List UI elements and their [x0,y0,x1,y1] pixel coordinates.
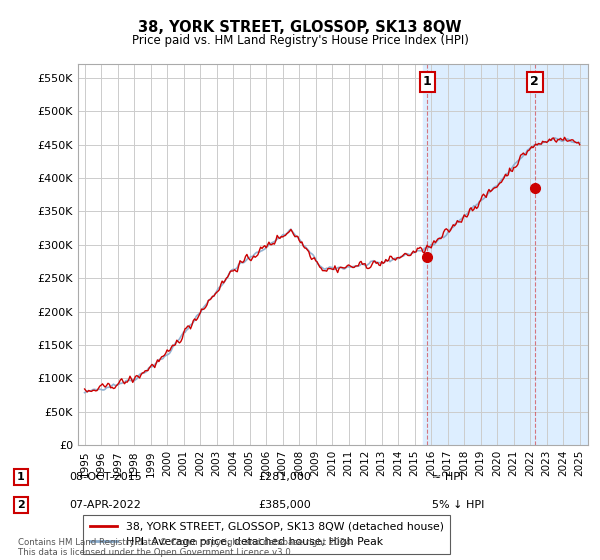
Text: £385,000: £385,000 [258,500,311,510]
Text: Price paid vs. HM Land Registry's House Price Index (HPI): Price paid vs. HM Land Registry's House … [131,34,469,46]
Text: 1: 1 [17,472,25,482]
Text: 1: 1 [423,75,432,88]
Text: 5% ↓ HPI: 5% ↓ HPI [432,500,484,510]
Text: ≈ HPI: ≈ HPI [432,472,463,482]
Text: 07-APR-2022: 07-APR-2022 [69,500,141,510]
Text: 2: 2 [530,75,539,88]
Bar [423,64,590,445]
Text: Contains HM Land Registry data © Crown copyright and database right 2024.
This d: Contains HM Land Registry data © Crown c… [18,538,353,557]
Text: 38, YORK STREET, GLOSSOP, SK13 8QW: 38, YORK STREET, GLOSSOP, SK13 8QW [138,20,462,35]
Text: 2: 2 [17,500,25,510]
Text: 08-OCT-2015: 08-OCT-2015 [69,472,142,482]
Text: £281,000: £281,000 [258,472,311,482]
Legend: 38, YORK STREET, GLOSSOP, SK13 8QW (detached house), HPI: Average price, detache: 38, YORK STREET, GLOSSOP, SK13 8QW (deta… [83,515,450,554]
